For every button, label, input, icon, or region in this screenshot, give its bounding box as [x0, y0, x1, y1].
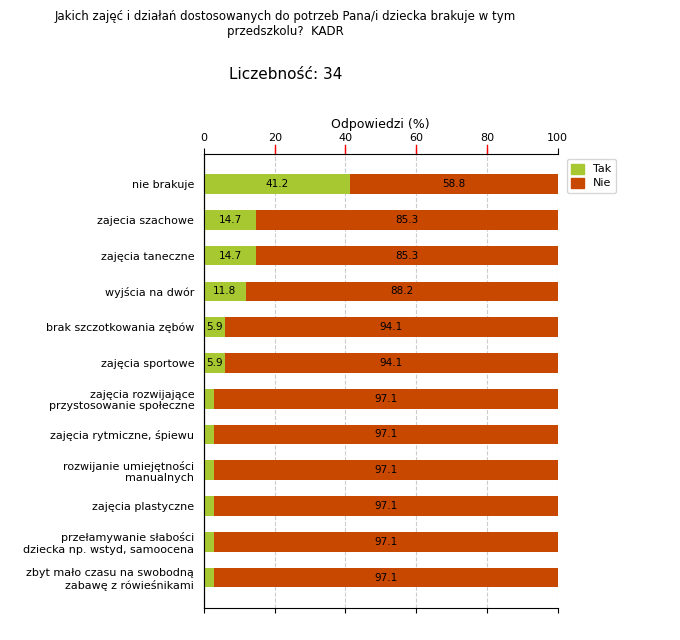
Text: 41.2: 41.2: [265, 179, 288, 189]
Text: 97.1: 97.1: [374, 501, 398, 511]
Bar: [214, 389, 558, 408]
Text: Jakich zajęć i działań dostosowanych do potrzeb Pana/i dziecka brakuje w tym
prz: Jakich zajęć i działań dostosowanych do …: [55, 10, 516, 38]
Text: 14.7: 14.7: [218, 251, 241, 260]
Text: 85.3: 85.3: [395, 251, 418, 260]
Bar: [204, 210, 256, 230]
X-axis label: Odpowiedzi (%): Odpowiedzi (%): [331, 118, 430, 131]
Text: 85.3: 85.3: [395, 215, 418, 225]
Bar: [204, 460, 214, 480]
Bar: [256, 246, 558, 266]
Text: 97.1: 97.1: [374, 429, 398, 440]
Text: 97.1: 97.1: [374, 465, 398, 476]
Bar: [225, 353, 558, 372]
Text: 5.9: 5.9: [206, 322, 223, 332]
Bar: [204, 282, 245, 301]
Bar: [204, 496, 214, 516]
Text: 97.1: 97.1: [374, 394, 398, 404]
Bar: [214, 568, 558, 588]
Bar: [350, 174, 558, 194]
Text: 94.1: 94.1: [379, 358, 403, 368]
Bar: [204, 353, 225, 372]
Bar: [214, 532, 558, 552]
Bar: [245, 282, 558, 301]
Text: 97.1: 97.1: [374, 573, 398, 582]
Bar: [225, 317, 558, 337]
Bar: [214, 460, 558, 480]
Bar: [204, 389, 214, 408]
Bar: [204, 174, 350, 194]
Bar: [204, 317, 225, 337]
Text: 88.2: 88.2: [390, 286, 413, 296]
Bar: [214, 424, 558, 444]
Bar: [204, 568, 214, 588]
Bar: [204, 424, 214, 444]
Bar: [256, 210, 558, 230]
Legend: Tak, Nie: Tak, Nie: [566, 159, 616, 193]
Text: 94.1: 94.1: [379, 322, 403, 332]
Text: Liczebność: 34: Liczebność: 34: [229, 67, 342, 82]
Text: 11.8: 11.8: [214, 286, 237, 296]
Bar: [214, 496, 558, 516]
Bar: [204, 532, 214, 552]
Text: 58.8: 58.8: [442, 179, 465, 189]
Text: 97.1: 97.1: [374, 537, 398, 547]
Text: 14.7: 14.7: [218, 215, 241, 225]
Text: 5.9: 5.9: [206, 358, 223, 368]
Bar: [204, 246, 256, 266]
